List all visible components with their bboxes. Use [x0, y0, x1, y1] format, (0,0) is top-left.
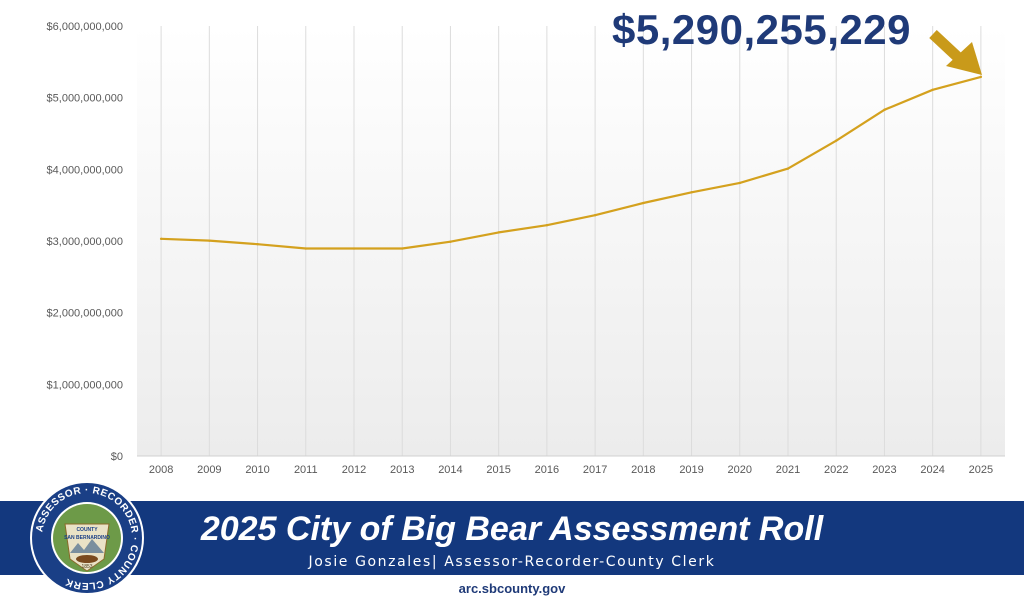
data-point — [786, 167, 790, 170]
banner-title: 2025 City of Big Bear Assessment Roll — [200, 510, 824, 548]
y-tick-label: $2,000,000,000 — [47, 308, 123, 320]
data-point — [642, 201, 645, 205]
data-point — [497, 231, 500, 234]
data-point — [352, 247, 356, 250]
x-tick-label: 2010 — [245, 464, 269, 476]
x-tick-label: 2009 — [197, 464, 221, 476]
y-tick-label: $1,000,000,000 — [47, 379, 123, 391]
x-tick-label: 2017 — [583, 464, 607, 476]
data-point — [738, 181, 741, 185]
data-point — [979, 75, 983, 79]
line-chart: $0 $1,000,000,000 $2,000,000,000 $3,000,000… — [47, 21, 1005, 476]
x-tick-label: 2014 — [438, 464, 462, 476]
plot-area — [137, 26, 1005, 456]
total-value-callout: $5,290,255,229 — [612, 6, 911, 53]
data-point — [931, 88, 934, 91]
x-tick-label: 2012 — [342, 464, 366, 476]
x-tick-label: 2011 — [294, 464, 318, 476]
x-tick-label: 2018 — [631, 464, 655, 476]
seal-inner-top: COUNTY — [76, 527, 98, 533]
data-point — [449, 240, 452, 243]
y-tick-label: $3,000,000,000 — [47, 236, 123, 248]
seal-inner-mid: SAN BERNARDINO — [64, 535, 110, 541]
website-link[interactable]: arc.sbcounty.gov — [458, 581, 566, 596]
data-point — [593, 214, 597, 217]
data-point — [545, 224, 549, 227]
y-tick-label: $4,000,000,000 — [47, 164, 123, 176]
data-point — [690, 191, 693, 194]
y-tick-label: $0 — [111, 451, 123, 463]
x-tick-label: 2013 — [390, 464, 414, 476]
x-tick-label: 2025 — [969, 464, 993, 476]
data-point — [835, 139, 838, 142]
x-tick-label: 2016 — [535, 464, 559, 476]
y-tick-label: $6,000,000,000 — [47, 21, 123, 33]
y-tick-label: $5,000,000,000 — [47, 93, 123, 105]
x-tick-label: 2023 — [872, 464, 896, 476]
x-tick-label: 2020 — [728, 464, 752, 476]
x-tick-label: 2008 — [149, 464, 173, 476]
data-point — [159, 237, 163, 241]
banner-subtitle: Josie Gonzales| Assessor-Recorder-County… — [308, 554, 716, 570]
x-tick-label: 2015 — [486, 464, 510, 476]
data-point — [256, 243, 259, 246]
data-point — [401, 247, 404, 250]
county-seal-icon: ASSESSOR · RECORDER · COUNTY CLERK COUNT… — [30, 481, 144, 595]
data-point — [883, 108, 886, 112]
title-banner — [0, 501, 1024, 575]
x-tick-label: 2021 — [776, 464, 800, 476]
arrow-icon — [929, 29, 982, 75]
seal-inner-bottom: 1853 — [81, 564, 92, 570]
series-line — [161, 75, 982, 250]
x-tick-label: 2022 — [824, 464, 848, 476]
x-tick-label: 2024 — [920, 464, 944, 476]
x-tick-label: 2019 — [679, 464, 703, 476]
data-point — [304, 247, 307, 250]
data-point — [208, 239, 211, 242]
